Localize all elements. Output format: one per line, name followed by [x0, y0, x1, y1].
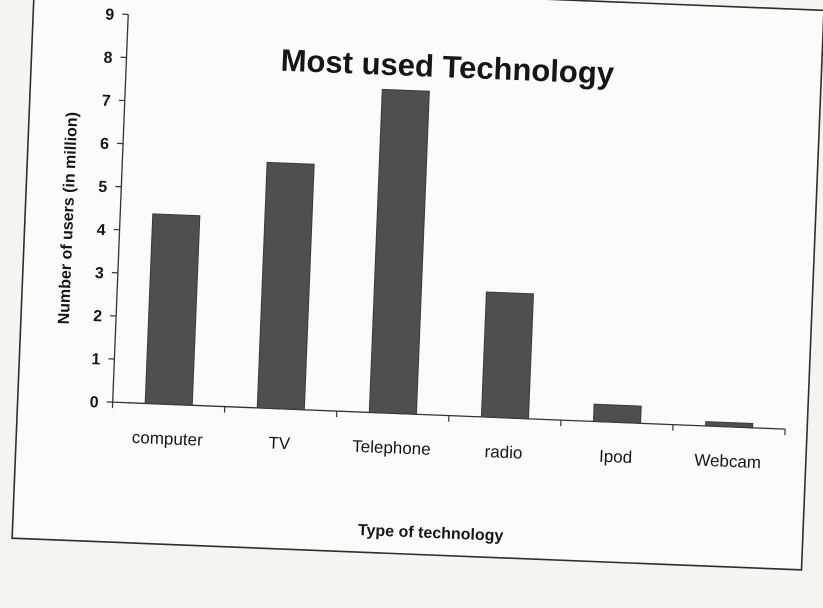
x-axis-title: Type of technology: [358, 522, 504, 545]
y-tick-label: 5: [98, 179, 108, 196]
x-tick-label: Webcam: [694, 451, 761, 473]
y-tick-label: 8: [103, 50, 113, 67]
y-tick-label: 9: [105, 7, 115, 24]
bar-radio: [480, 291, 535, 420]
bar-tv: [256, 161, 315, 411]
y-axis-line: [112, 14, 129, 403]
bar-webcam: [705, 421, 754, 429]
y-tick-label: 3: [95, 265, 105, 282]
y-tick-label: 7: [101, 93, 111, 110]
bar-ipod: [592, 403, 642, 424]
x-tick-label: Telephone: [352, 437, 431, 459]
y-tick-label: 6: [100, 136, 110, 153]
x-tick-label: computer: [132, 428, 204, 450]
y-tick-label: 1: [91, 351, 101, 368]
bar-telephone: [368, 88, 430, 415]
x-tick-label: Ipod: [599, 447, 633, 467]
plot-area: 0 1 2 3 4 5 6 7 8 9 computer TV Telephone radio Ipod We…: [89, 7, 786, 473]
x-tick-label: radio: [484, 442, 523, 463]
x-tick-label: TV: [268, 433, 291, 453]
y-tick-label: 0: [89, 394, 99, 411]
y-tick-label: 4: [96, 222, 106, 239]
bar-computer: [144, 213, 201, 406]
y-tick-label: 2: [93, 308, 103, 325]
